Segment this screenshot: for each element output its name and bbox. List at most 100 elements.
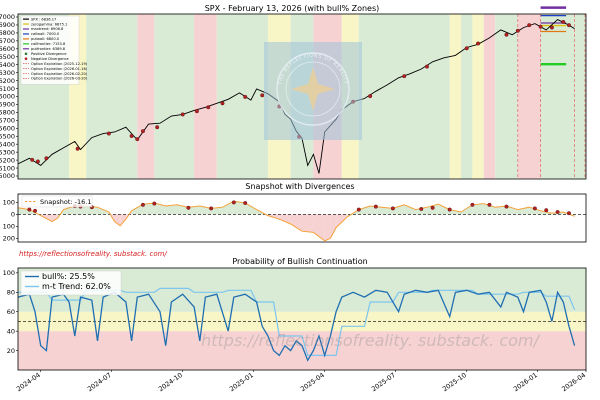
- chart3-y-ticks: 100 80 60 40 20: [3, 269, 18, 355]
- chart1-y-tick-label-12: 5800: [0, 109, 15, 117]
- chart2-fill-segment-14: [142, 203, 155, 215]
- chart1-legend-swatch-7: [24, 52, 28, 56]
- chart1-y-tick-label-16: 5400: [0, 140, 15, 148]
- logo-star-icon: [291, 67, 335, 111]
- chart3-bands: [18, 268, 586, 370]
- chart2-fill-segment-6: [74, 206, 87, 215]
- chart1-negative-dot-12: [220, 101, 225, 106]
- chart2-fill-segment-47: [506, 206, 518, 215]
- chart3-x-tick-label-4: 2025-04: [299, 371, 326, 393]
- chart1-legend-label-4: putwall: 6800.0: [31, 37, 60, 41]
- chart2-fill: [18, 201, 575, 241]
- chart1-y-tick-label-11: 5900: [0, 101, 15, 109]
- chart1-negative-dot-11: [206, 105, 211, 110]
- chart2-divergence-dot-14: [419, 207, 424, 211]
- chart3-legend-label-1: m-t Trend: 62.0%: [42, 282, 111, 291]
- chart1-zone-bear-17: [517, 14, 541, 179]
- chart1-negative-dot-27: [549, 25, 554, 30]
- chart1-y-tick-label-4: 6600: [0, 45, 15, 53]
- chart2-legend: Snapshot: -16.1: [21, 195, 93, 208]
- chart2-fill-segment-44: [472, 203, 484, 215]
- chart1-legend-label-6: putfrontier: 6389.8: [31, 47, 66, 51]
- chart1-expiration-lines: [517, 14, 586, 179]
- chart1-negative-dot-10: [194, 109, 199, 114]
- chart2-fill-segment-13: [131, 204, 143, 215]
- chart2-divergence-dot-18: [487, 202, 492, 207]
- chart3-x-tick-label-8: 2026-04: [560, 371, 587, 393]
- chart2-divergence-dot-8: [209, 206, 214, 211]
- chart3-y-tick-label-4: 20: [7, 347, 15, 355]
- chart1-y-tick-label-7: 6300: [0, 69, 15, 77]
- chart2-fill-segment-16: [165, 204, 178, 215]
- chart3-y-tick-label-0: 100: [3, 269, 15, 277]
- chart1-legend-label-0: SPX : 6836.17: [31, 17, 56, 21]
- chart2-fill-segment-26: [279, 214, 291, 224]
- chart1-negative-dot-6: [135, 137, 140, 142]
- chart1-zone-bull-2: [86, 14, 138, 179]
- watermark-text: https://reflectionsofreality. substack. …: [201, 331, 540, 350]
- chart2-fill-segment-8: [97, 207, 109, 215]
- chart2-fill-segment-27: [290, 214, 302, 232]
- chart1-negative-dot-19: [402, 74, 407, 79]
- chart1-negative-dot-28: [561, 20, 566, 24]
- chart1-legend-label-3: callwall: 7000.0: [31, 32, 60, 36]
- chart1-zone-bear-15: [483, 14, 496, 179]
- chart2-divergence-dot-1: [33, 208, 37, 213]
- chart2-frame: [17, 193, 587, 243]
- chart1-zone-bull-11: [358, 14, 450, 179]
- chart1-title: SPX - February 13, 2026 (with bull% Zone…: [205, 4, 380, 13]
- chart1-zone-bull-18: [540, 14, 586, 179]
- chart1-legend-label-8: Negative Divergence: [31, 57, 70, 61]
- chart1-negative-dot-9: [180, 112, 185, 117]
- chart1-negative-dot-26: [538, 24, 543, 29]
- chart2-y-tick-label-3: 200: [3, 235, 15, 243]
- chart3-x-tick-label-1: 2024-07: [86, 371, 113, 393]
- chart3-band-neutral: [18, 311, 586, 332]
- chart1-zone-bull-13: [461, 14, 473, 179]
- chart2-fill-segment-20: [211, 207, 223, 215]
- chart2-fill-segment-7: [86, 206, 98, 215]
- chart1-y-ticks: 7000690068006700660065006400630062006100…: [0, 13, 18, 180]
- chart1-y-tick-label-15: 5500: [0, 132, 15, 140]
- chart2-divergence-dots: [27, 200, 571, 216]
- chart1-zone-bear-5: [194, 14, 217, 179]
- chart3-frame: [17, 267, 587, 371]
- chart2-fill-segment-28: [302, 214, 314, 233]
- chart2-fill-segment-5: [63, 206, 75, 215]
- chart1-legend-label-11: Option Expiration (2026-02-20): [31, 72, 88, 76]
- chart1-negative-dot-13: [243, 94, 248, 99]
- chart1-y-tick-label-2: 6800: [0, 29, 15, 37]
- chart1-frame: [17, 13, 587, 180]
- chart3-y-tick-label-2: 60: [7, 308, 15, 316]
- chart2-legend-box: [21, 195, 93, 208]
- chart2-fill-segment-11: [120, 214, 126, 226]
- chart1-y-tick-label-13: 5700: [0, 117, 15, 125]
- chart3-x-tick-label-0: 2024-04: [15, 371, 42, 393]
- chart1-zone-bull-4: [154, 14, 195, 179]
- chart2-legend-label: Snapshot: -16.1: [40, 198, 91, 206]
- chart1-zone-bull-16: [495, 14, 518, 179]
- source-link[interactable]: https://reflectionsofreality. substack. …: [19, 250, 167, 258]
- chart1-legend-label-5: callfrontier: 7153.8: [31, 42, 66, 46]
- logo-ring-inner: [285, 61, 341, 117]
- chart1-y-tick-label-0: 7000: [0, 13, 15, 21]
- chart2-fill-segment-34: [358, 206, 371, 215]
- chart1-negative-dot-22: [476, 41, 481, 46]
- chart1-y-tick-label-6: 6400: [0, 61, 15, 69]
- chart1-negative-dot-18: [368, 94, 373, 99]
- chart2-fill-segment-30: [324, 214, 331, 241]
- chart1-zone-bull-6: [216, 14, 268, 179]
- chart2-fill-segment-3: [52, 214, 58, 222]
- chart1-zone-neutral-12: [449, 14, 462, 179]
- chart2-divergence-dot-22: [555, 210, 560, 214]
- chart2-fill-segment-10: [114, 214, 121, 226]
- chart1-y-tick-label-18: 5200: [0, 156, 15, 164]
- chart2-divergence-dot-17: [470, 202, 475, 207]
- chart1-negative-dot-20: [425, 64, 429, 69]
- chart2-fill-segment-35: [370, 206, 382, 215]
- chart2-fill-segment-38: [404, 204, 416, 215]
- chart2-fill-segment-18: [188, 206, 200, 215]
- chart1-negative-dot-1: [35, 159, 40, 164]
- chart2-fill-segment-15: [154, 203, 166, 215]
